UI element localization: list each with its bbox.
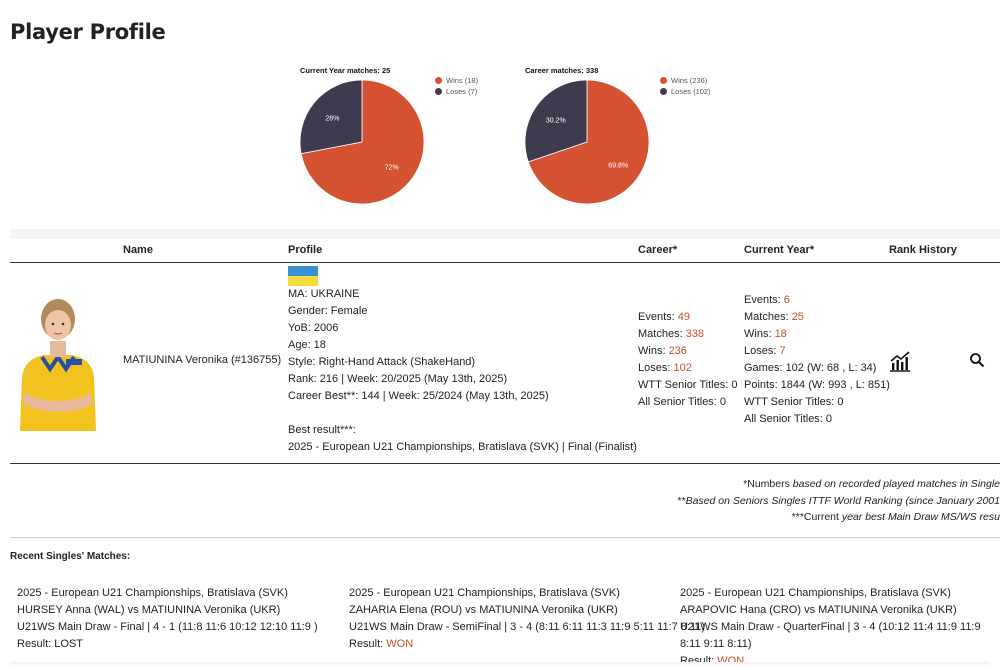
legend-label: Wins (18) [446, 76, 479, 85]
header-profile[interactable]: Profile [288, 244, 323, 256]
pie-slice-loses[interactable] [300, 80, 363, 155]
match-players: ZAHARIA Elena (ROU) vs MATIUNINA Veronik… [349, 604, 618, 616]
page-title: Player Profile [10, 20, 166, 44]
chart-title: Career matches: 338 [525, 66, 599, 75]
chart-legend: Wins (18) Loses (7) [435, 76, 478, 98]
career-matches: Matches: 338 [638, 328, 705, 340]
profile-line: Rank: 216 | Week: 20/2025 (May 13th, 202… [288, 373, 508, 385]
cy-all-senior-titles: All Senior Titles: 0 [744, 413, 833, 425]
header-name[interactable]: Name [123, 244, 153, 256]
cy-loses: Loses: 7 [744, 345, 786, 357]
match-detail: U21WS Main Draw - Final | 4 - 1 (11:8 11… [17, 621, 318, 633]
header-rank-history[interactable]: Rank History [889, 244, 957, 256]
cy-events: Events: 6 [744, 294, 790, 306]
pie-slice-label: 69.8% [608, 162, 628, 169]
best-result-label: Best result***: [288, 424, 356, 436]
match-detail: U21WS Main Draw - SemiFinal | 3 - 4 (8:1… [349, 621, 706, 633]
table-header-band [10, 229, 1000, 239]
row-divider [10, 463, 1000, 464]
match-event[interactable]: 2025 - European U21 Championships, Brati… [349, 587, 620, 599]
profile-line: Gender: Female [288, 305, 368, 317]
match-detail: U21WS Main Draw - QuarterFinal | 3 - 4 (… [680, 621, 981, 650]
match-card[interactable]: 2025 - European U21 Championships, Brati… [17, 585, 318, 653]
legend-item-loses[interactable]: Loses (7) [435, 87, 478, 96]
profile-line: Style: Right-Hand Attack (ShakeHand) [288, 356, 476, 368]
header-career[interactable]: Career* [638, 244, 678, 256]
career-wtt-titles: WTT Senior Titles: 0 [638, 379, 738, 391]
footnotes: *Numbers based on recorded played matche… [677, 476, 1000, 526]
pie-slice-wins[interactable] [300, 80, 425, 205]
cy-games: Games: 102 (W: 68 , L: 34) [744, 362, 877, 374]
player-avatar [16, 297, 100, 431]
legend-dot [660, 77, 667, 84]
legend-label: Loses (7) [446, 87, 478, 96]
chart-icon[interactable] [889, 350, 911, 372]
profile-line: MA: UKRAINE [288, 288, 360, 300]
match-card[interactable]: 2025 - European U21 Championships, Brati… [680, 585, 1000, 670]
match-card[interactable]: 2025 - European U21 Championships, Brati… [349, 585, 705, 653]
pie-slice-label: 72% [385, 165, 399, 172]
cy-points: Points: 1844 (W: 993 , L: 851) [744, 379, 890, 391]
section-divider [10, 537, 1000, 538]
chart-title: Current Year matches: 25 [300, 66, 391, 75]
profile-details: MA: UKRAINE Gender: Female YoB: 2006 Age… [288, 286, 637, 456]
legend-item-wins[interactable]: Wins (236) [660, 76, 711, 85]
footnote-1: *Numbers based on recorded played matche… [743, 478, 1000, 490]
match-players: ARAPOVIC Hana (CRO) vs MATIUNINA Veronik… [680, 604, 957, 616]
match-players: HURSEY Anna (WAL) vs MATIUNINA Veronika … [17, 604, 281, 616]
career-stats: Events: 49 Matches: 338 Wins: 236 Loses:… [638, 309, 737, 411]
match-result: Result: LOST [17, 638, 84, 650]
more-matches-row [10, 662, 990, 668]
match-result: Result: WON [349, 638, 414, 650]
ukraine-flag-icon [288, 266, 318, 286]
header-divider [10, 262, 1000, 263]
best-result: 2025 - European U21 Championships, Brati… [288, 441, 637, 453]
recent-matches-title: Recent Singles' Matches: [10, 551, 131, 562]
profile-line: YoB: 2006 [288, 322, 339, 334]
profile-line: Age: 18 [288, 339, 326, 351]
profile-line: Career Best**: 144 | Week: 25/2024 (May … [288, 390, 549, 402]
legend-item-wins[interactable]: Wins (18) [435, 76, 478, 85]
match-event[interactable]: 2025 - European U21 Championships, Brati… [680, 587, 951, 599]
career-all-senior-titles: All Senior Titles: 0 [638, 396, 727, 408]
footnote-3: ***Current year best Main Draw MS/WS res… [791, 511, 1000, 523]
career-events: Events: 49 [638, 311, 690, 323]
career-wins: Wins: 236 [638, 345, 687, 357]
current-year-stats: Events: 6 Matches: 25 Wins: 18 Loses: 7 … [744, 292, 890, 428]
cy-wins: Wins: 18 [744, 328, 787, 340]
career-pie-chart: Career matches: 338 Wins (236) Loses (10… [525, 66, 745, 216]
pie-slice-label: 30.2% [546, 118, 566, 125]
pie-slice-wins[interactable] [527, 80, 650, 205]
cy-wtt-titles: WTT Senior Titles: 0 [744, 396, 844, 408]
header-current-year[interactable]: Current Year* [744, 244, 815, 256]
match-event[interactable]: 2025 - European U21 Championships, Brati… [17, 587, 288, 599]
legend-dot [435, 88, 442, 95]
pie-slice-loses[interactable] [525, 80, 588, 163]
pie-slice-label: 28% [325, 115, 339, 122]
legend-label: Wins (236) [671, 76, 708, 85]
current-year-pie-chart: Current Year matches: 25 Wins (18) Loses… [300, 66, 520, 216]
pie-svg: 69.8% 30.2% [525, 80, 650, 205]
career-loses: Loses: 102 [638, 362, 692, 374]
legend-dot [660, 88, 667, 95]
search-icon[interactable] [969, 352, 985, 368]
legend-label: Loses (102) [671, 87, 711, 96]
player-name[interactable]: MATIUNINA Veronika (#136755) [123, 354, 282, 366]
cy-matches: Matches: 25 [744, 311, 804, 323]
legend-item-loses[interactable]: Loses (102) [660, 87, 711, 96]
chart-legend: Wins (236) Loses (102) [660, 76, 711, 98]
legend-dot [435, 77, 442, 84]
pie-svg: 72% 28% [300, 80, 425, 205]
footnote-2: **Based on Seniors Singles ITTF World Ra… [677, 494, 1000, 507]
